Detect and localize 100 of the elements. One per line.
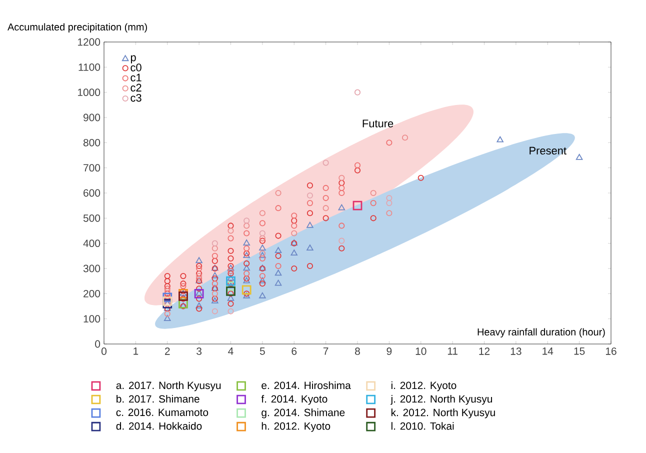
point bbox=[180, 283, 186, 290]
point bbox=[228, 308, 234, 314]
point bbox=[243, 239, 250, 246]
x-tick-label: 16 bbox=[606, 348, 616, 355]
point bbox=[370, 190, 376, 196]
point bbox=[274, 280, 282, 286]
x-tick-label: 6 bbox=[292, 348, 297, 355]
point bbox=[322, 184, 329, 192]
legend-label: k. 2012. North Kyusyu bbox=[391, 408, 495, 418]
point bbox=[306, 262, 314, 270]
point bbox=[164, 314, 171, 321]
legend-label: p bbox=[130, 55, 136, 64]
point bbox=[164, 283, 170, 290]
point bbox=[576, 154, 583, 160]
point bbox=[275, 262, 282, 270]
y-tick-label: 1000 bbox=[78, 88, 100, 96]
point bbox=[338, 190, 345, 196]
y-tick-label: 900 bbox=[84, 114, 100, 122]
point bbox=[194, 288, 204, 298]
x-tick-label: 9 bbox=[386, 348, 392, 355]
point bbox=[275, 190, 282, 196]
point bbox=[196, 296, 202, 302]
point bbox=[354, 162, 361, 168]
y-tick-label: 700 bbox=[84, 164, 100, 172]
x-tick-label: 7 bbox=[323, 348, 328, 355]
legend-label: j. 2012. North Kyusyu bbox=[390, 394, 492, 405]
x-tick-label: 12 bbox=[479, 348, 490, 355]
point bbox=[226, 276, 236, 286]
point bbox=[164, 290, 170, 297]
x-tick-label: 0 bbox=[101, 348, 106, 355]
point bbox=[259, 235, 266, 242]
legend-label: c. 2016. Kumamoto bbox=[116, 408, 208, 416]
point bbox=[338, 238, 345, 244]
point bbox=[370, 215, 376, 222]
point bbox=[226, 286, 236, 296]
point bbox=[275, 232, 282, 239]
point bbox=[196, 306, 202, 312]
point bbox=[274, 270, 282, 276]
y-tick-label: 500 bbox=[83, 214, 100, 222]
point bbox=[259, 292, 266, 298]
point bbox=[212, 258, 218, 264]
point bbox=[228, 268, 234, 274]
point bbox=[164, 310, 170, 317]
point bbox=[212, 240, 218, 246]
y-tick-label: 100 bbox=[84, 315, 100, 323]
point bbox=[306, 244, 314, 251]
point bbox=[228, 235, 234, 242]
point bbox=[370, 200, 376, 206]
x-tick-label: 1 bbox=[134, 348, 138, 355]
point bbox=[164, 273, 170, 280]
point bbox=[164, 288, 170, 294]
point bbox=[291, 265, 298, 272]
point bbox=[212, 245, 218, 252]
point bbox=[402, 134, 408, 141]
point bbox=[228, 290, 234, 297]
point bbox=[386, 194, 392, 202]
point bbox=[212, 276, 218, 282]
point bbox=[212, 280, 218, 287]
point bbox=[338, 222, 345, 229]
point bbox=[244, 270, 250, 277]
point bbox=[242, 285, 252, 295]
point bbox=[275, 252, 282, 259]
legend-label: l. 2010. Tokai bbox=[391, 422, 454, 430]
point bbox=[244, 230, 250, 236]
point bbox=[259, 210, 266, 216]
point bbox=[196, 286, 202, 292]
legend-label: c1 bbox=[130, 74, 142, 82]
point bbox=[244, 260, 250, 267]
point bbox=[228, 222, 234, 229]
x-tick-label: 11 bbox=[448, 348, 458, 355]
point bbox=[228, 248, 234, 254]
point bbox=[259, 230, 266, 236]
legend-label: c2 bbox=[130, 84, 142, 92]
point bbox=[212, 252, 218, 259]
point bbox=[228, 270, 234, 277]
point bbox=[164, 286, 170, 292]
annotation: Future bbox=[362, 120, 394, 128]
legend-label: a. 2017. North Kyusyu bbox=[116, 381, 221, 392]
point bbox=[306, 192, 314, 199]
legend-label: c0 bbox=[130, 64, 142, 72]
point bbox=[352, 200, 362, 210]
point bbox=[259, 220, 266, 226]
point bbox=[338, 180, 345, 186]
point bbox=[291, 230, 298, 236]
point bbox=[178, 299, 188, 308]
point bbox=[291, 218, 298, 224]
point bbox=[354, 167, 361, 174]
legend-label: c3 bbox=[130, 94, 142, 102]
x-tick-label: 15 bbox=[574, 348, 585, 355]
y-tick-label: 600 bbox=[84, 189, 100, 197]
point bbox=[227, 274, 234, 281]
x-tick-label: 14 bbox=[542, 348, 554, 355]
y-tick-label: 300 bbox=[83, 264, 100, 272]
point bbox=[196, 265, 202, 272]
point bbox=[291, 212, 298, 219]
point bbox=[244, 222, 250, 229]
point bbox=[259, 277, 266, 284]
point bbox=[306, 200, 314, 206]
point bbox=[259, 273, 266, 280]
point bbox=[178, 292, 188, 301]
